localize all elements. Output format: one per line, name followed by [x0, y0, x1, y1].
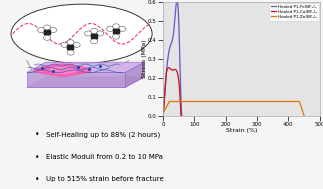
Polygon shape	[35, 64, 91, 77]
Circle shape	[73, 42, 80, 47]
Y-axis label: Stress (MPa): Stress (MPa)	[142, 40, 147, 78]
Circle shape	[90, 39, 98, 44]
Circle shape	[67, 50, 74, 55]
Bar	[67, 45, 74, 50]
Circle shape	[44, 35, 51, 40]
Bar	[113, 29, 120, 34]
Polygon shape	[27, 77, 144, 87]
Circle shape	[97, 31, 104, 36]
Circle shape	[90, 28, 98, 33]
Text: Up to 515% strain before fracture: Up to 515% strain before fracture	[46, 176, 164, 182]
Circle shape	[61, 42, 68, 47]
Circle shape	[37, 28, 45, 33]
Circle shape	[49, 28, 57, 33]
Polygon shape	[50, 67, 75, 73]
Bar	[44, 30, 51, 35]
Circle shape	[85, 31, 92, 36]
Circle shape	[107, 26, 114, 32]
Circle shape	[112, 34, 120, 39]
Text: •: •	[35, 175, 39, 184]
Polygon shape	[125, 62, 144, 87]
Text: Elastic Moduli from 0.2 to 10 MPa: Elastic Moduli from 0.2 to 10 MPa	[46, 154, 163, 160]
X-axis label: Strain (%): Strain (%)	[226, 128, 257, 133]
Ellipse shape	[11, 4, 152, 63]
Polygon shape	[27, 72, 125, 87]
Legend: Healed P1-Fe(BF₄)₂, Healed P1-Co(BF₄)₂, Healed P1-Zn(BF₄)₂: Healed P1-Fe(BF₄)₂, Healed P1-Co(BF₄)₂, …	[269, 3, 318, 21]
Circle shape	[112, 24, 120, 29]
Text: Self-Healing up to 88% (2 hours): Self-Healing up to 88% (2 hours)	[46, 132, 160, 138]
Polygon shape	[27, 62, 144, 72]
Text: •: •	[35, 130, 39, 139]
Circle shape	[44, 25, 51, 30]
Circle shape	[67, 40, 74, 45]
Text: •: •	[35, 153, 39, 162]
Bar	[91, 33, 98, 39]
Circle shape	[119, 26, 126, 32]
